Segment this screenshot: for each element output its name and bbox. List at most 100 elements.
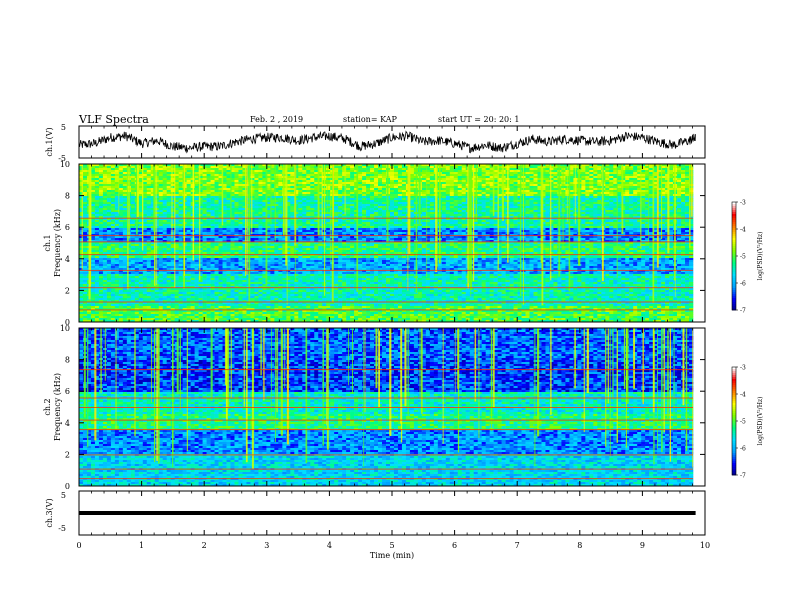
- ch1-spectrogram-cell: [222, 218, 227, 221]
- ch1-spectrogram-cell: [102, 196, 108, 199]
- ch1-spectrogram-cell: [162, 176, 168, 179]
- ch1-spectrogram-cell: [122, 166, 128, 169]
- ch1-spectrogram-cell: [657, 214, 662, 217]
- ch1-spectrogram-cell: [106, 198, 112, 201]
- ch1-spectrogram-cell: [613, 164, 618, 167]
- ch1-spectrogram-cell: [166, 196, 171, 199]
- ch1-spectrogram-cell: [262, 218, 267, 221]
- ch1-spectrogram-cell: [401, 196, 407, 199]
- ch1-spectrogram-cell: [82, 168, 88, 171]
- ch1-spectrogram-cell: [122, 222, 128, 225]
- ch1-spectrogram-cell: [274, 168, 279, 171]
- ch1-spectrogram-cell: [114, 208, 120, 211]
- ch1-spectrogram-cell: [525, 178, 530, 181]
- ch1-spectrogram-cell: [370, 170, 375, 173]
- ch1-spectrogram-cell: [493, 220, 498, 223]
- ch1-spectrogram-cell: [657, 176, 662, 179]
- ch1-spectrogram-cell: [306, 176, 311, 179]
- ch1-spectrogram-cell: [326, 178, 331, 181]
- ch1-spectrogram-cell: [370, 192, 375, 195]
- ch1-spectrogram-cell: [593, 198, 598, 201]
- ch1-spectrogram-cell: [198, 206, 203, 209]
- ch1-spectrogram-cell: [561, 182, 566, 185]
- ch1-spectrogram-cell: [657, 204, 662, 207]
- ch1-spectrogram-cell: [166, 184, 171, 187]
- ch1-spectrogram-cell: [657, 226, 662, 229]
- ch1-spectrogram-cell: [661, 210, 666, 213]
- ch1-spectrogram-cell: [290, 188, 295, 191]
- ch1-spectrogram-cell: [194, 178, 199, 181]
- ch1-spectrogram-cell: [202, 186, 207, 189]
- ch1-spectrogram-cell: [421, 220, 427, 223]
- ch1-spectrogram-cell: [278, 206, 283, 209]
- ch1-spectrogram-cell: [629, 190, 634, 193]
- ch1-spectrogram-cell: [409, 180, 415, 183]
- ch1-spectrogram-cell: [318, 192, 323, 195]
- ch1-spectrogram-cell: [254, 180, 259, 183]
- ch1-spectrogram-cell: [637, 172, 642, 175]
- ch1-spectrogram-cell: [346, 196, 351, 199]
- ch1-spectrogram-cell: [326, 194, 331, 197]
- ch1-spectrogram-cell: [166, 164, 171, 167]
- ch1-spectrogram-cell: [354, 176, 359, 179]
- ch1-spectrogram-cell: [513, 206, 518, 209]
- ch1-spectrogram-cell: [230, 178, 235, 181]
- ch1-spectrogram-cell: [238, 198, 243, 201]
- ch1-spectrogram-cell: [453, 180, 459, 183]
- ch1-spectrogram-cell: [234, 212, 239, 215]
- ch1-spectrogram-cell: [174, 180, 179, 183]
- ch1-spectrogram-cell: [174, 196, 179, 199]
- ch1-spectrogram-cell: [258, 174, 263, 177]
- ch1-spectrogram-cell: [453, 190, 459, 193]
- ch1-spectrogram-cell: [178, 174, 183, 177]
- ch1-spectrogram-cell: [334, 190, 339, 193]
- ch1-spectrogram-cell: [142, 164, 148, 167]
- ch1-spectrogram-cell: [138, 196, 144, 199]
- ch1-spectrogram-cell: [541, 184, 546, 187]
- ch1-spectrogram-cell: [254, 204, 259, 207]
- ch1-spectrogram-cell: [401, 220, 407, 223]
- ch1-spectrogram-cell: [541, 226, 546, 229]
- ch1-spectrogram-cell: [358, 186, 363, 189]
- ch1-spectrogram-cell: [79, 214, 84, 217]
- ch1-spectrogram-cell: [605, 176, 610, 179]
- ch1-spectrogram-cell: [389, 170, 395, 173]
- ch1-spectrogram-cell: [425, 178, 431, 181]
- ch1-spectrogram-cell: [449, 176, 455, 179]
- ch1-spectrogram-cell: [250, 198, 255, 201]
- ch1-spectrogram-cell: [409, 206, 415, 209]
- ch1-spectrogram-cell: [274, 188, 279, 191]
- ch1-spectrogram-cell: [142, 178, 148, 181]
- ch1-spectrogram-cell: [378, 202, 383, 205]
- ch1-spectrogram-cell: [533, 188, 538, 191]
- ch1-spectrogram-cell: [425, 180, 431, 183]
- ch1-spectrogram-cell: [206, 218, 211, 221]
- ch1-spectrogram-cell: [262, 204, 267, 207]
- ch1-spectrogram-cell: [649, 184, 654, 187]
- ch1-spectrogram-cell: [214, 200, 219, 203]
- ch1-spectrogram-cell: [350, 224, 355, 227]
- ch1-spectrogram-cell: [242, 204, 247, 207]
- ch1-spectrogram-cell: [350, 184, 355, 187]
- ch1-spectrogram-cell: [358, 174, 363, 177]
- ch1-spectrogram-cell: [326, 166, 331, 169]
- ch1-spectrogram-cell: [94, 178, 100, 181]
- ch1-spectrogram-cell: [517, 174, 522, 177]
- ch1-spectrogram-cell: [238, 182, 243, 185]
- ch1-spectrogram-cell: [354, 220, 359, 223]
- ch1-spectrogram-cell: [669, 202, 674, 205]
- ch1-spectrogram-cell: [326, 226, 331, 229]
- ch1-spectrogram-cell: [553, 216, 558, 219]
- ch1-spectrogram-cell: [114, 168, 120, 171]
- ch1-spectrogram-cell: [449, 216, 455, 219]
- ch1-spectrogram-cell: [509, 204, 514, 207]
- ch1-spectrogram-cell: [593, 172, 598, 175]
- ch1-spectrogram-cell: [174, 186, 179, 189]
- ch1-spectrogram-cell: [581, 168, 586, 171]
- ch1-spectrogram-cell: [581, 182, 586, 185]
- ch1-spectrogram-cell: [641, 194, 646, 197]
- ch1-spectrogram-cell: [118, 220, 124, 223]
- ch1-spectrogram-cell: [166, 220, 171, 223]
- ch1-spectrogram-cell: [138, 192, 144, 195]
- ch1-spectrogram-cell: [625, 210, 630, 213]
